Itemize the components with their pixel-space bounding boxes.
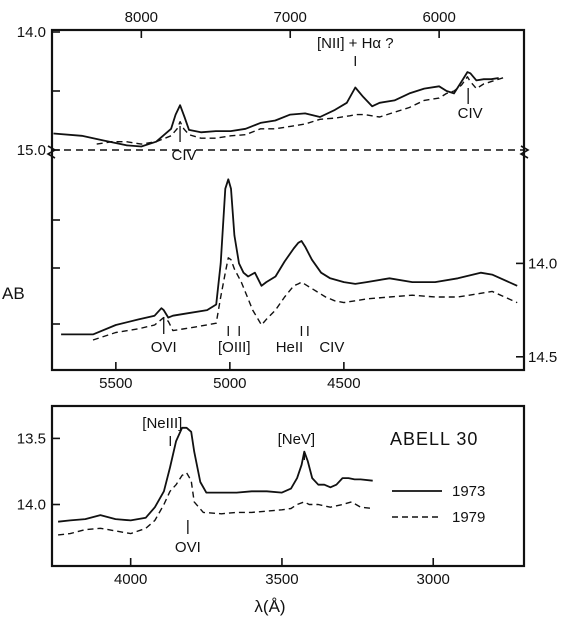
annotation-label: OVI — [175, 539, 201, 556]
annotation-label: [NII] + Hα ? — [317, 35, 394, 52]
annotation-layer: [NII] + Hα ? CIV CIV OVI [OIII] HeII CIV [NeIII… — [142, 35, 482, 556]
axis-break-mark-right — [519, 145, 530, 159]
annotation-label: [NeV] — [278, 431, 316, 448]
lower-x-tick-label: 4000 — [114, 571, 147, 588]
upper-panel-frame — [50, 28, 526, 372]
middle-series-1973 — [61, 178, 518, 336]
legend-label-1973: 1973 — [452, 483, 485, 500]
axis-break-mark-left — [46, 145, 57, 159]
legend-label-1979: 1979 — [452, 509, 485, 526]
middle-y-axis-label: AB — [2, 284, 25, 303]
middle-series-1979 — [92, 257, 518, 341]
lower-x-tick-label: 3500 — [265, 571, 298, 588]
lower-y-tick-label: 14.0 — [17, 497, 46, 514]
annotation-label: HeII — [276, 339, 304, 356]
annotation-label: [OIII] — [218, 339, 251, 356]
lower-series-1973 — [58, 426, 373, 523]
lower-y-tick-label: 13.5 — [17, 430, 46, 447]
series-layer — [53, 71, 518, 536]
lower-panel-title: ABELL 30 — [390, 429, 478, 449]
upper-series-1973 — [53, 71, 499, 148]
middle-y-tick-label: 14.0 — [528, 255, 557, 272]
annotation-label: CIV — [172, 147, 197, 164]
lower-x-tick-label: 3000 — [417, 571, 450, 588]
upper-y-tick-label: 14.0 — [17, 24, 46, 41]
upper-y-tick-label: 15.0 — [17, 142, 46, 159]
middle-x-tick-label: 5000 — [213, 375, 246, 392]
upper-x-tick-label: 7000 — [274, 9, 307, 26]
upper-series-1979 — [96, 76, 507, 145]
upper-x-tick-label: 8000 — [125, 9, 158, 26]
legend: 1973 1979 — [392, 483, 485, 526]
annotation-label: CIV — [319, 339, 344, 356]
lower-series-1979 — [58, 472, 373, 536]
upper-x-tick-label: 6000 — [422, 9, 455, 26]
x-axis-label: λ(Å) — [254, 597, 285, 616]
middle-y-tick-label: 14.5 — [528, 349, 557, 366]
middle-x-tick-label: 5500 — [99, 375, 132, 392]
middle-x-tick-label: 4500 — [327, 375, 360, 392]
annotation-label: OVI — [151, 339, 177, 356]
annotation-label: [NeIII] — [142, 415, 182, 432]
lower-panel-frame — [50, 404, 526, 568]
axes-layer: 8000 7000 6000 14.0 15.0 5500 5000 4500 14.0 14.5… — [17, 9, 557, 588]
annotation-label: CIV — [458, 105, 483, 122]
